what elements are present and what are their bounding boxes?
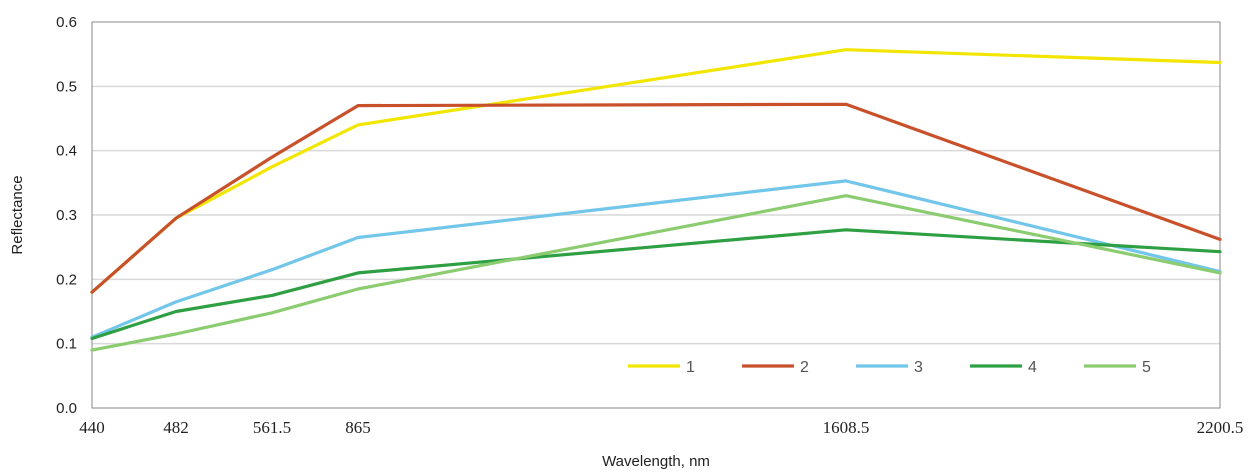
series-line-5: [90, 194, 1222, 352]
series-lines: [90, 48, 1222, 352]
legend: 1 2 3 4 5: [628, 359, 1151, 376]
series-line-4: [90, 228, 1222, 341]
gridlines: [92, 85, 1220, 345]
series-line-3: [90, 179, 1222, 339]
y-axis-ticks: 0.0 0.1 0.2 0.3 0.4 0.5 0.6: [56, 14, 77, 417]
x-axis-title: Wavelength, nm: [602, 453, 710, 470]
y-tick-label: 0.5: [56, 78, 77, 95]
legend-label-2: 2: [800, 359, 809, 376]
series-line-2: [90, 102, 1222, 294]
legend-label-1: 1: [686, 359, 695, 376]
legend-label-3: 3: [914, 359, 923, 376]
y-tick-label: 0.3: [56, 207, 77, 224]
y-tick-label: 0.4: [56, 143, 77, 160]
x-tick-label: 561.5: [253, 418, 291, 437]
x-tick-label: 2200.5: [1197, 418, 1244, 437]
x-tick-label: 865: [345, 418, 371, 437]
legend-label-5: 5: [1142, 359, 1151, 376]
x-tick-label: 1608.5: [823, 418, 870, 437]
y-tick-label: 0.6: [56, 14, 77, 31]
x-axis-ticks: 440 482 561.5 865 1608.5 2200.5: [79, 418, 1243, 437]
plot-border: [91, 21, 1221, 409]
y-axis-title: Reflectance: [9, 175, 26, 254]
legend-label-4: 4: [1028, 359, 1037, 376]
y-tick-label: 0.1: [56, 336, 77, 353]
x-tick-label: 482: [163, 418, 189, 437]
y-tick-label: 0.2: [56, 271, 77, 288]
x-tick-label: 440: [79, 418, 105, 437]
y-tick-label: 0.0: [56, 400, 77, 417]
